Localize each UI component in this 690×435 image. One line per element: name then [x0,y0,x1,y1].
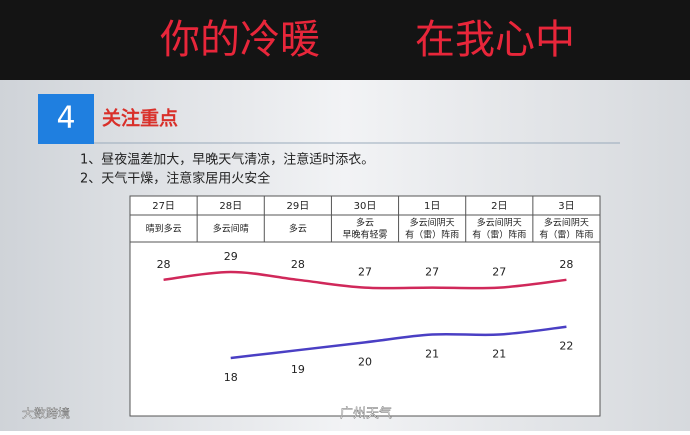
date-label: 28日 [219,201,242,212]
temperature-label: 27 [358,266,372,279]
temperature-label: 28 [291,258,305,271]
date-label: 29日 [286,201,309,212]
temperature-label: 27 [492,266,506,279]
temperature-label: 19 [291,363,305,376]
temperature-line [163,270,567,290]
weather-label: 多云间晴 [213,223,249,235]
temperature-label: 22 [559,340,573,353]
temperature-label: 21 [492,348,506,361]
watermark: 大数跨境 [22,406,70,421]
weather-label: 早晚有轻雾 [342,229,387,241]
section-number-box [38,94,94,144]
weather-label: 多云间阴天 [410,217,455,229]
temperature-label: 18 [224,371,238,384]
temperature-label: 21 [425,348,439,361]
section-number: 4 [56,101,75,136]
date-label: 3日 [558,201,574,212]
banner-text: 在我心中 [415,17,575,63]
temperature-label: 28 [559,258,573,271]
temperature-label: 29 [224,250,238,263]
temperature-label: 27 [425,266,439,279]
note: 2、天气干燥，注意家居用火安全 [80,171,270,187]
weather-label: 多云间阴天 [477,217,522,229]
weather-label: 多云间阴天 [544,217,589,229]
date-label: 30日 [354,201,377,212]
weather-label: 有（雷）阵雨 [539,229,593,241]
date-label: 1日 [424,201,440,212]
banner-text: 你的冷暖 [160,17,320,63]
temperature-label: 28 [157,258,171,271]
slide-title: 关注重点 [102,107,178,130]
date-label: 2日 [491,201,507,212]
watermark: 广州天气 [340,406,392,422]
temperature-label: 20 [358,355,372,368]
note: 1、昼夜温差加大，早晚天气清凉，注意适时添衣。 [80,152,374,168]
led-banner [0,0,690,80]
weather-label: 晴到多云 [146,223,182,235]
date-label: 27日 [152,201,175,212]
temperature-line [230,325,567,360]
weather-label: 有（雷）阵雨 [405,229,459,241]
weather-label: 多云 [356,217,374,229]
weather-label: 有（雷）阵雨 [472,229,526,241]
chart-frame [129,195,601,417]
weather-label: 多云 [289,223,307,235]
